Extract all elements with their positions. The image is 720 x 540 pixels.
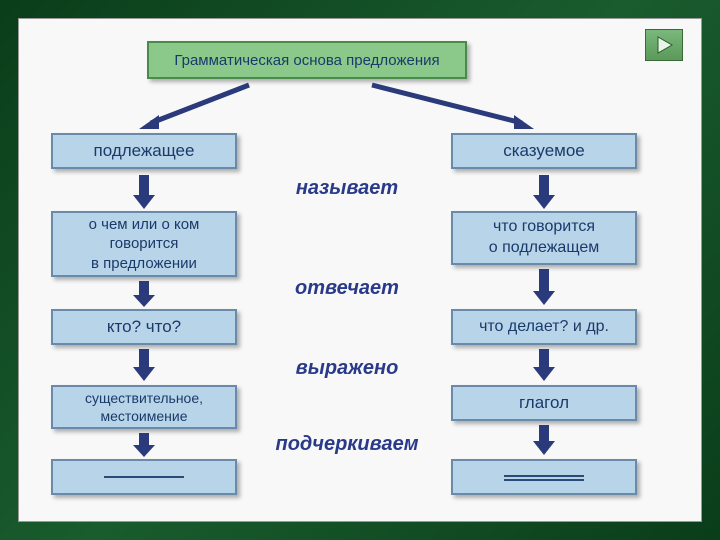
next-button[interactable]	[645, 29, 683, 61]
left-underline-box	[51, 459, 237, 495]
right-describes: что говорится о подлежащем	[489, 217, 599, 259]
arrow-to-left	[129, 77, 259, 137]
title-text: Грамматическая основа предложения	[174, 52, 439, 69]
left-answers-box: кто? что?	[51, 309, 237, 345]
right-header-box: сказуемое	[451, 133, 637, 169]
play-icon	[654, 35, 674, 55]
arrow-down-icon	[531, 267, 557, 307]
right-expressed-box: глагол	[451, 385, 637, 421]
left-header: подлежащее	[94, 140, 195, 162]
single-underline-icon	[104, 476, 184, 478]
arrow-down-icon	[131, 171, 157, 211]
right-describes-box: что говорится о подлежащем	[451, 211, 637, 265]
title-box: Грамматическая основа предложения	[147, 41, 467, 79]
arrow-down-icon	[131, 279, 157, 309]
label-answers: отвечает	[267, 277, 427, 300]
right-answers-box: что делает? и др.	[451, 309, 637, 345]
arrow-down-icon	[531, 171, 557, 211]
arrow-down-icon	[131, 431, 157, 459]
label-expressed: выражено	[267, 357, 427, 380]
right-header: сказуемое	[503, 140, 585, 162]
left-answers: кто? что?	[107, 316, 181, 338]
label-names: называет	[267, 177, 427, 200]
left-describes-box: о чем или о ком говорится в предложении	[51, 211, 237, 277]
arrow-down-icon	[131, 347, 157, 383]
left-describes: о чем или о ком говорится в предложении	[89, 215, 200, 274]
left-expressed-box: существительное, местоимение	[51, 385, 237, 429]
right-underline-box	[451, 459, 637, 495]
left-header-box: подлежащее	[51, 133, 237, 169]
arrow-to-right	[364, 77, 544, 137]
left-expressed: существительное, местоимение	[85, 389, 203, 425]
label-underline: подчеркиваем	[247, 433, 447, 456]
arrow-down-icon	[531, 423, 557, 457]
double-underline-icon	[504, 473, 584, 481]
right-answers: что делает? и др.	[479, 317, 609, 338]
right-expressed: глагол	[519, 392, 569, 414]
inner-frame: Грамматическая основа предложения подлеж…	[18, 18, 702, 522]
arrow-down-icon	[531, 347, 557, 383]
